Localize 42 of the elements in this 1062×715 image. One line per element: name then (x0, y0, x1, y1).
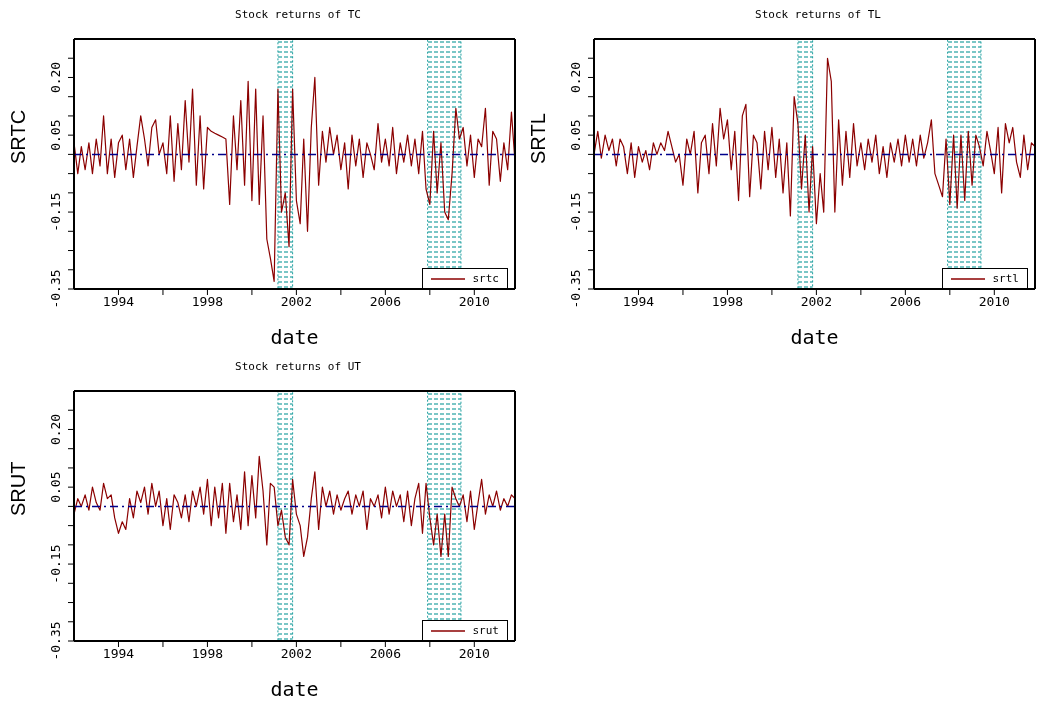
chart-title: Stock returns of TC (234, 8, 362, 23)
x-tick-label: 2006 (369, 646, 401, 662)
y-tick-label: -0.15 (568, 192, 583, 232)
legend-label: srut (472, 624, 499, 637)
y-axis-title: SRUT (7, 461, 30, 516)
x-tick-label: 1994 (102, 646, 135, 662)
x-tick-label: 2010 (978, 294, 1010, 310)
x-axis-title: date (790, 325, 839, 349)
line-series (74, 76, 515, 282)
x-tick-label: 1998 (711, 294, 744, 310)
y-axis-title: SRTL (527, 113, 550, 164)
y-tick-label: -0.35 (48, 621, 63, 661)
legend-label: srtl (992, 272, 1019, 285)
x-tick-label: 2010 (458, 294, 490, 310)
x-tick-label: 1994 (622, 294, 655, 310)
x-axis-title: date (270, 677, 319, 701)
x-tick-label: 2002 (280, 294, 313, 310)
y-tick-label: 0.05 (48, 471, 63, 503)
y-tick-label: 0.20 (48, 61, 63, 94)
y-tick-label: 0.20 (568, 61, 583, 94)
x-axis-title: date (270, 325, 319, 349)
legend-label: srtc (472, 272, 499, 285)
y-tick-label: -0.15 (48, 544, 63, 584)
x-tick-label: 2002 (280, 646, 313, 662)
x-tick-label: 2006 (889, 294, 921, 310)
x-tick-label: 1998 (191, 294, 224, 310)
x-tick-label: 2006 (369, 294, 401, 310)
chart-title: Stock returns of TL (754, 8, 882, 23)
y-tick-label: 0.05 (568, 119, 583, 151)
x-tick-label: 2002 (800, 294, 833, 310)
chart-title: Stock returns of UT (234, 360, 362, 375)
y-tick-label: -0.35 (568, 269, 583, 309)
y-tick-label: 0.20 (48, 413, 63, 446)
y-tick-label: 0.05 (48, 119, 63, 151)
line-series (594, 57, 1035, 225)
x-tick-label: 1998 (191, 646, 224, 662)
x-tick-label: 2010 (458, 646, 490, 662)
y-axis-title: SRTC (7, 109, 30, 164)
y-tick-label: -0.35 (48, 269, 63, 309)
x-tick-label: 1994 (102, 294, 135, 310)
line-series (74, 455, 515, 557)
y-tick-label: -0.15 (48, 192, 63, 232)
